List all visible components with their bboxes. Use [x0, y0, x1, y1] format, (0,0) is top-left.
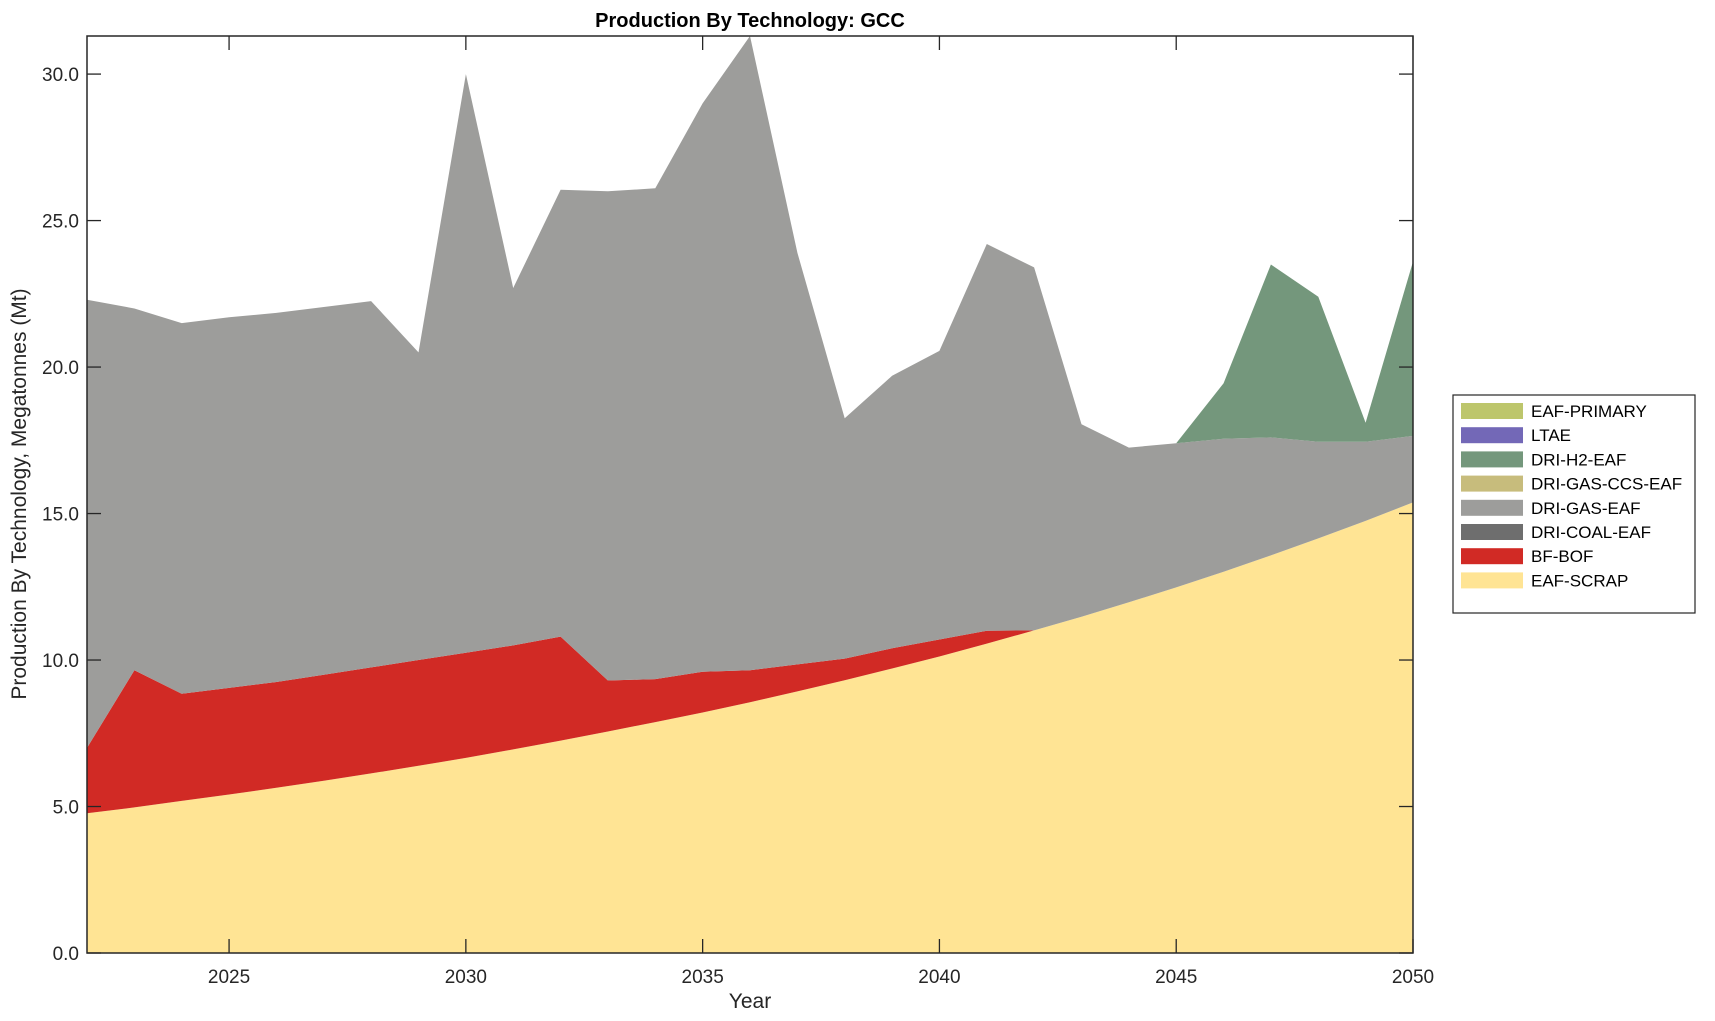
- x-axis: 2025 2030 2035 2040 2045 2050: [208, 36, 1434, 988]
- legend-item: DRI-GAS-CCS-EAF: [1461, 475, 1682, 494]
- legend-swatch: [1461, 499, 1523, 516]
- y-tick-label: 20.0: [42, 358, 79, 379]
- x-tick-label: 2025: [208, 967, 250, 988]
- chart-title: Production By Technology: GCC: [595, 10, 905, 32]
- area-eaf-scrap: [87, 502, 1413, 953]
- x-tick-label: 2050: [1392, 967, 1434, 988]
- legend-label: DRI-GAS-CCS-EAF: [1531, 475, 1682, 494]
- legend-swatch: [1461, 451, 1523, 468]
- legend-label: EAF-PRIMARY: [1531, 402, 1647, 421]
- y-axis: 0.0 5.0 10.0 15.0 20.0 25.0 30.0: [42, 65, 1413, 965]
- legend-label: LTAE: [1531, 426, 1571, 445]
- legend-swatch: [1461, 403, 1523, 419]
- legend-swatch: [1461, 524, 1523, 540]
- legend-item: DRI-GAS-EAF: [1461, 499, 1641, 518]
- x-tick-label: 2045: [1155, 967, 1197, 988]
- y-tick-label: 15.0: [42, 505, 79, 526]
- x-tick-label: 2035: [682, 967, 724, 988]
- y-axis-label: Production By Technology, Megatonnes (Mt…: [8, 288, 31, 699]
- y-tick-label: 0.0: [53, 944, 79, 965]
- legend-item: DRI-H2-EAF: [1461, 450, 1626, 469]
- legend-label: DRI-H2-EAF: [1531, 450, 1626, 469]
- x-tick-label: 2040: [918, 967, 960, 988]
- legend-item: LTAE: [1461, 426, 1571, 445]
- plot-frame: [86, 35, 1414, 954]
- x-tick-label: 2030: [445, 967, 487, 988]
- legend-label: DRI-GAS-EAF: [1531, 499, 1641, 518]
- legend-label: EAF-SCRAP: [1531, 571, 1628, 590]
- legend-item: EAF-PRIMARY: [1461, 402, 1647, 421]
- legend-label: BF-BOF: [1531, 547, 1593, 566]
- y-tick-label: 30.0: [42, 65, 79, 86]
- legend-swatch: [1461, 548, 1523, 565]
- x-axis-label: Year: [729, 990, 771, 1013]
- legend-label: DRI-COAL-EAF: [1531, 523, 1651, 542]
- legend-swatch: [1461, 475, 1523, 492]
- y-tick-label: 25.0: [42, 212, 79, 233]
- legend: EAF-PRIMARY LTAE DRI-H2-EAF DRI-GAS-CCS-EAF…: [1452, 394, 1696, 614]
- legend-swatch: [1461, 572, 1523, 589]
- legend-item: BF-BOF: [1461, 547, 1593, 566]
- area-bf-bof: [87, 502, 1413, 814]
- legend-item: EAF-SCRAP: [1461, 571, 1628, 590]
- y-tick-label: 10.0: [42, 651, 79, 672]
- area-dri-h2-eaf: [87, 36, 1413, 448]
- legend-swatch: [1461, 427, 1523, 444]
- plot-areas: [87, 36, 1413, 953]
- y-tick-label: 5.0: [53, 798, 79, 819]
- legend-item: DRI-COAL-EAF: [1461, 523, 1651, 542]
- area-dri-gas-eaf: [87, 36, 1413, 748]
